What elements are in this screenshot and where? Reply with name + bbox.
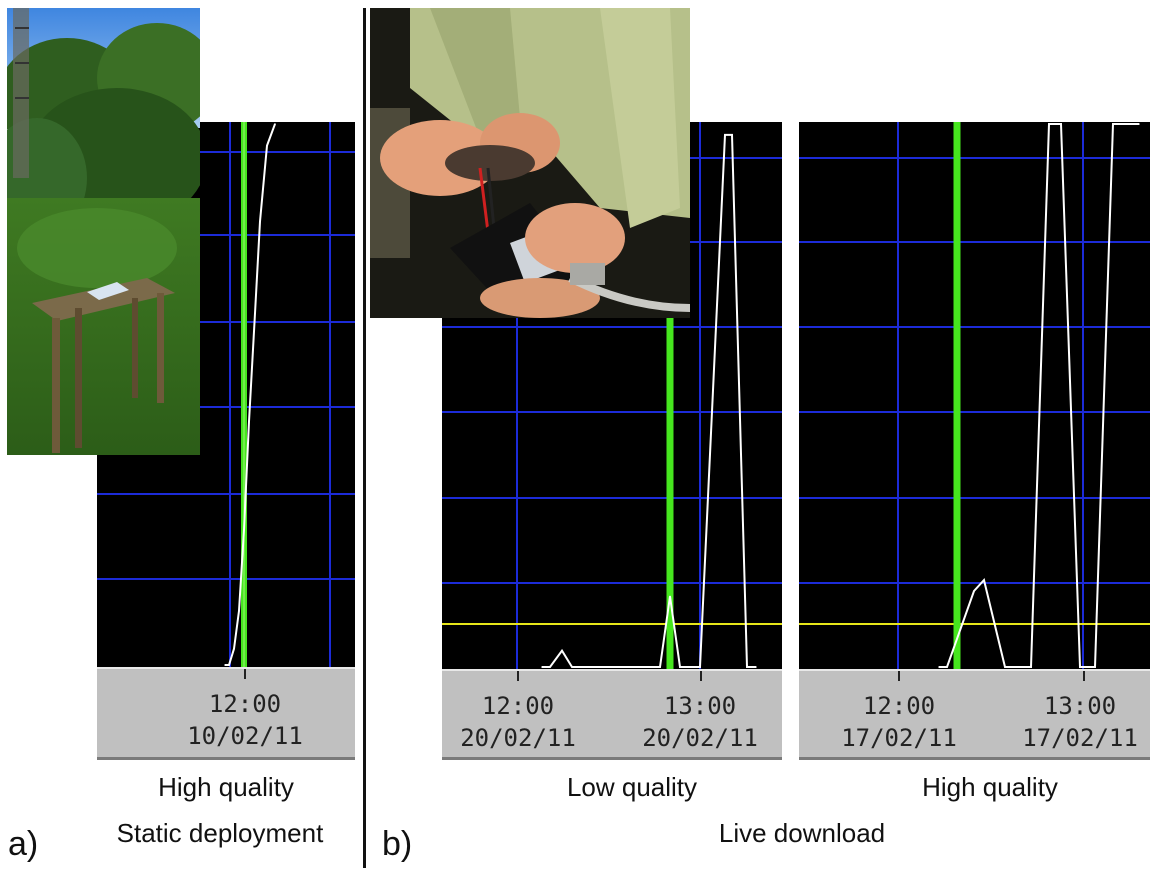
signal-point bbox=[1094, 666, 1096, 668]
signal-plot-b-high bbox=[799, 122, 1150, 669]
axis-tick-mark bbox=[244, 669, 246, 679]
signal-point bbox=[228, 664, 230, 666]
time-marker-line bbox=[953, 122, 961, 669]
signal-point bbox=[659, 666, 661, 668]
signal-point bbox=[224, 664, 226, 666]
axis-tick-date: 17/02/11 bbox=[1022, 724, 1138, 752]
axis-tick-time: 13:00 bbox=[663, 692, 737, 720]
scope-screen-b-high bbox=[799, 122, 1150, 669]
panel-divider bbox=[363, 8, 366, 868]
axis-tick-mark bbox=[1083, 671, 1085, 681]
axis-tick-date: 10/02/11 bbox=[187, 722, 303, 750]
live-download-photo bbox=[370, 8, 690, 318]
axis-tick-date: 20/02/11 bbox=[642, 724, 758, 752]
panel-letter-b: b) bbox=[382, 825, 413, 863]
signal-point bbox=[238, 610, 240, 612]
quality-caption-b-low: Low quality bbox=[566, 772, 698, 802]
signal-point bbox=[266, 144, 268, 147]
signal-point bbox=[946, 666, 948, 668]
axis-tick-time: 13:00 bbox=[1043, 692, 1117, 720]
field-station-photo bbox=[7, 8, 200, 455]
time-marker-line bbox=[666, 122, 674, 669]
signal-point bbox=[669, 595, 671, 598]
field-station-image bbox=[7, 8, 200, 455]
panel-letter-a: a) bbox=[8, 825, 39, 863]
signal-point bbox=[549, 666, 551, 668]
axis-tick-time: 12:00 bbox=[862, 692, 936, 720]
axis-tick-date: 20/02/11 bbox=[460, 724, 576, 752]
axis-tick-mark bbox=[700, 671, 702, 681]
signal-point bbox=[679, 666, 681, 668]
live-download-image bbox=[370, 8, 690, 318]
signal-point bbox=[973, 590, 975, 592]
signal-point bbox=[1079, 666, 1081, 668]
signal-point bbox=[274, 123, 276, 125]
signal-point bbox=[938, 666, 940, 668]
section-caption-b: Live download bbox=[718, 818, 886, 848]
signal-trace bbox=[225, 123, 276, 666]
axis-tick-time: 12:00 bbox=[481, 692, 555, 720]
signal-trace bbox=[939, 123, 1139, 668]
signal-point bbox=[746, 666, 748, 668]
axis-tick-time: 12:00 bbox=[208, 690, 282, 718]
axis-tick-date: 17/02/11 bbox=[841, 724, 957, 752]
signal-point bbox=[983, 579, 985, 581]
signal-point bbox=[731, 134, 733, 136]
axis-tick-mark bbox=[517, 671, 519, 681]
signal-point bbox=[1030, 666, 1032, 668]
signal-point bbox=[755, 666, 757, 668]
signal-point bbox=[254, 312, 256, 315]
signal-point bbox=[1004, 666, 1006, 668]
signal-point bbox=[233, 648, 235, 650]
signal-point bbox=[259, 220, 261, 223]
signal-point bbox=[1112, 123, 1114, 125]
signal-point bbox=[541, 666, 543, 668]
signal-point bbox=[571, 666, 573, 668]
time-axis-a: 12:00 10/02/11 bbox=[97, 667, 355, 760]
signal-point bbox=[1060, 123, 1062, 125]
quality-caption-a: High quality bbox=[158, 772, 294, 802]
time-axis-b-high: 12:00 17/02/11 13:00 17/02/11 bbox=[799, 669, 1150, 760]
signal-point bbox=[561, 649, 563, 652]
signal-point bbox=[243, 529, 245, 531]
signal-point bbox=[1138, 123, 1140, 125]
axis-tick-mark bbox=[898, 671, 900, 681]
signal-trace bbox=[542, 133, 756, 668]
signal-point bbox=[1048, 123, 1050, 125]
section-caption-a: Static deployment bbox=[116, 818, 324, 848]
quality-caption-b-high: High quality bbox=[922, 772, 1058, 802]
signal-point bbox=[248, 420, 250, 423]
time-axis-b-low: 12:00 20/02/11 13:00 20/02/11 bbox=[442, 669, 782, 760]
signal-point bbox=[699, 666, 701, 668]
signal-point bbox=[724, 134, 726, 136]
